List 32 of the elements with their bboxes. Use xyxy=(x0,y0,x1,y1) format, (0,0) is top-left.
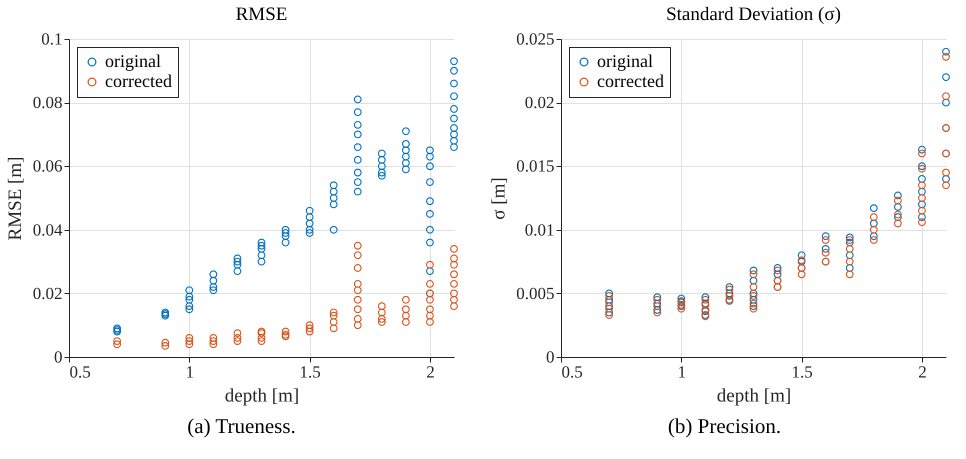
text: (b) Precision. xyxy=(666,414,782,439)
y-tick-label: 0.1 xyxy=(41,30,62,48)
y-tick-label: 0.06 xyxy=(32,156,62,176)
x-tick-label: 2 xyxy=(918,362,927,382)
x-axis-title: depth [m] xyxy=(716,386,792,406)
x-tick-label: 0.5 xyxy=(70,362,91,382)
x-tick-label: 2 xyxy=(426,362,435,382)
x-tick-label: 0.5 xyxy=(562,362,583,382)
text: (a) Trueness. xyxy=(186,414,297,439)
legend-label: corrected xyxy=(105,71,172,91)
y-tick-label: 0.02 xyxy=(524,93,554,112)
x-axis-title: depth [m] xyxy=(224,386,300,406)
y-tick-label: 0.025 xyxy=(516,30,554,48)
y-tick-label: 0.015 xyxy=(516,156,554,176)
y-tick-label: 0.08 xyxy=(32,93,62,112)
y-tick-label: 0.04 xyxy=(32,220,63,240)
y-axis-title: σ [m] xyxy=(488,177,510,220)
chart-title: Standard Deviation (σ) xyxy=(666,4,841,25)
x-tick-label: 1.5 xyxy=(300,362,321,382)
legend-label: original xyxy=(105,51,161,71)
chart-title: RMSE xyxy=(236,4,288,25)
legend-label: original xyxy=(597,51,653,71)
y-tick-label: 0 xyxy=(54,348,62,366)
x-tick-label: 1 xyxy=(678,362,686,382)
x-tick-label: 1 xyxy=(186,362,194,382)
y-tick-label: 0.005 xyxy=(516,284,554,303)
y-axis-title: RMSE [m] xyxy=(4,156,26,240)
legend-label: corrected xyxy=(597,71,664,91)
y-tick-label: 0.01 xyxy=(524,220,554,240)
x-tick-label: 1.5 xyxy=(792,362,813,382)
y-tick-label: 0 xyxy=(546,348,554,366)
y-tick-label: 0.02 xyxy=(32,284,62,303)
